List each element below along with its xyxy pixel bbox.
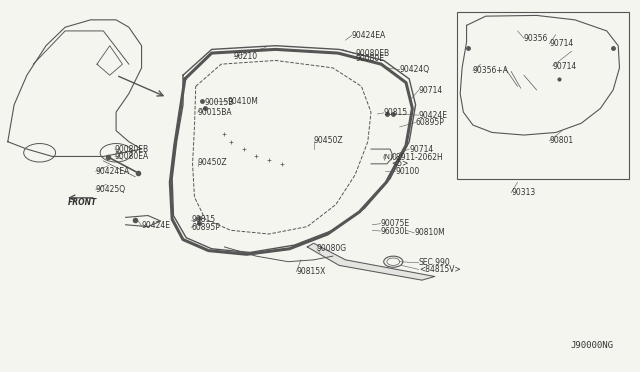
Text: 90424E: 90424E — [419, 110, 448, 120]
Text: SEC.990: SEC.990 — [419, 258, 451, 267]
Text: 90080EB: 90080EB — [355, 49, 389, 58]
Text: 90450Z: 90450Z — [198, 157, 227, 167]
Text: 90356+A: 90356+A — [473, 66, 509, 75]
Text: 90815: 90815 — [384, 108, 408, 118]
Text: 90815X: 90815X — [296, 267, 326, 276]
Text: FRONT: FRONT — [68, 198, 97, 207]
Text: 90080G: 90080G — [317, 244, 347, 253]
Text: 90100: 90100 — [395, 167, 419, 176]
Text: 90801: 90801 — [549, 137, 573, 145]
Text: 08911-2062H: 08911-2062H — [392, 153, 443, 162]
Text: 90425Q: 90425Q — [96, 185, 126, 194]
Text: 90424EA: 90424EA — [96, 167, 130, 176]
Text: 90714: 90714 — [419, 86, 443, 94]
Text: 90210: 90210 — [234, 52, 258, 61]
Text: (N): (N) — [383, 154, 393, 160]
Polygon shape — [307, 243, 435, 280]
Text: 90815: 90815 — [191, 215, 216, 224]
Text: 90424EA: 90424EA — [352, 31, 386, 40]
Text: 90015B: 90015B — [204, 98, 234, 107]
Text: 90810M: 90810M — [414, 228, 445, 237]
Text: 90015BA: 90015BA — [198, 108, 232, 117]
Text: 90410M: 90410M — [228, 97, 259, 106]
Text: 90080EB: 90080EB — [115, 145, 149, 154]
Text: 90424Q: 90424Q — [399, 65, 430, 74]
Text: 90080EA: 90080EA — [115, 152, 149, 161]
Text: 96030L: 96030L — [381, 227, 409, 235]
Text: 60895P: 60895P — [415, 118, 444, 127]
Text: 60895P: 60895P — [191, 223, 220, 232]
Text: 90356: 90356 — [524, 34, 548, 43]
Text: 90075E: 90075E — [381, 219, 410, 228]
Text: 90714: 90714 — [549, 39, 573, 48]
Text: 90080E: 90080E — [355, 54, 384, 63]
Text: 90450Z: 90450Z — [314, 137, 343, 145]
Text: 90313: 90313 — [511, 188, 536, 197]
FancyBboxPatch shape — [457, 13, 629, 179]
Text: 90714: 90714 — [552, 61, 577, 71]
Text: 90714: 90714 — [409, 145, 433, 154]
Text: <5>: <5> — [392, 158, 409, 168]
Text: <84815V>: <84815V> — [419, 265, 461, 274]
Text: 90424E: 90424E — [141, 221, 171, 230]
Text: J90000NG: J90000NG — [570, 341, 613, 350]
